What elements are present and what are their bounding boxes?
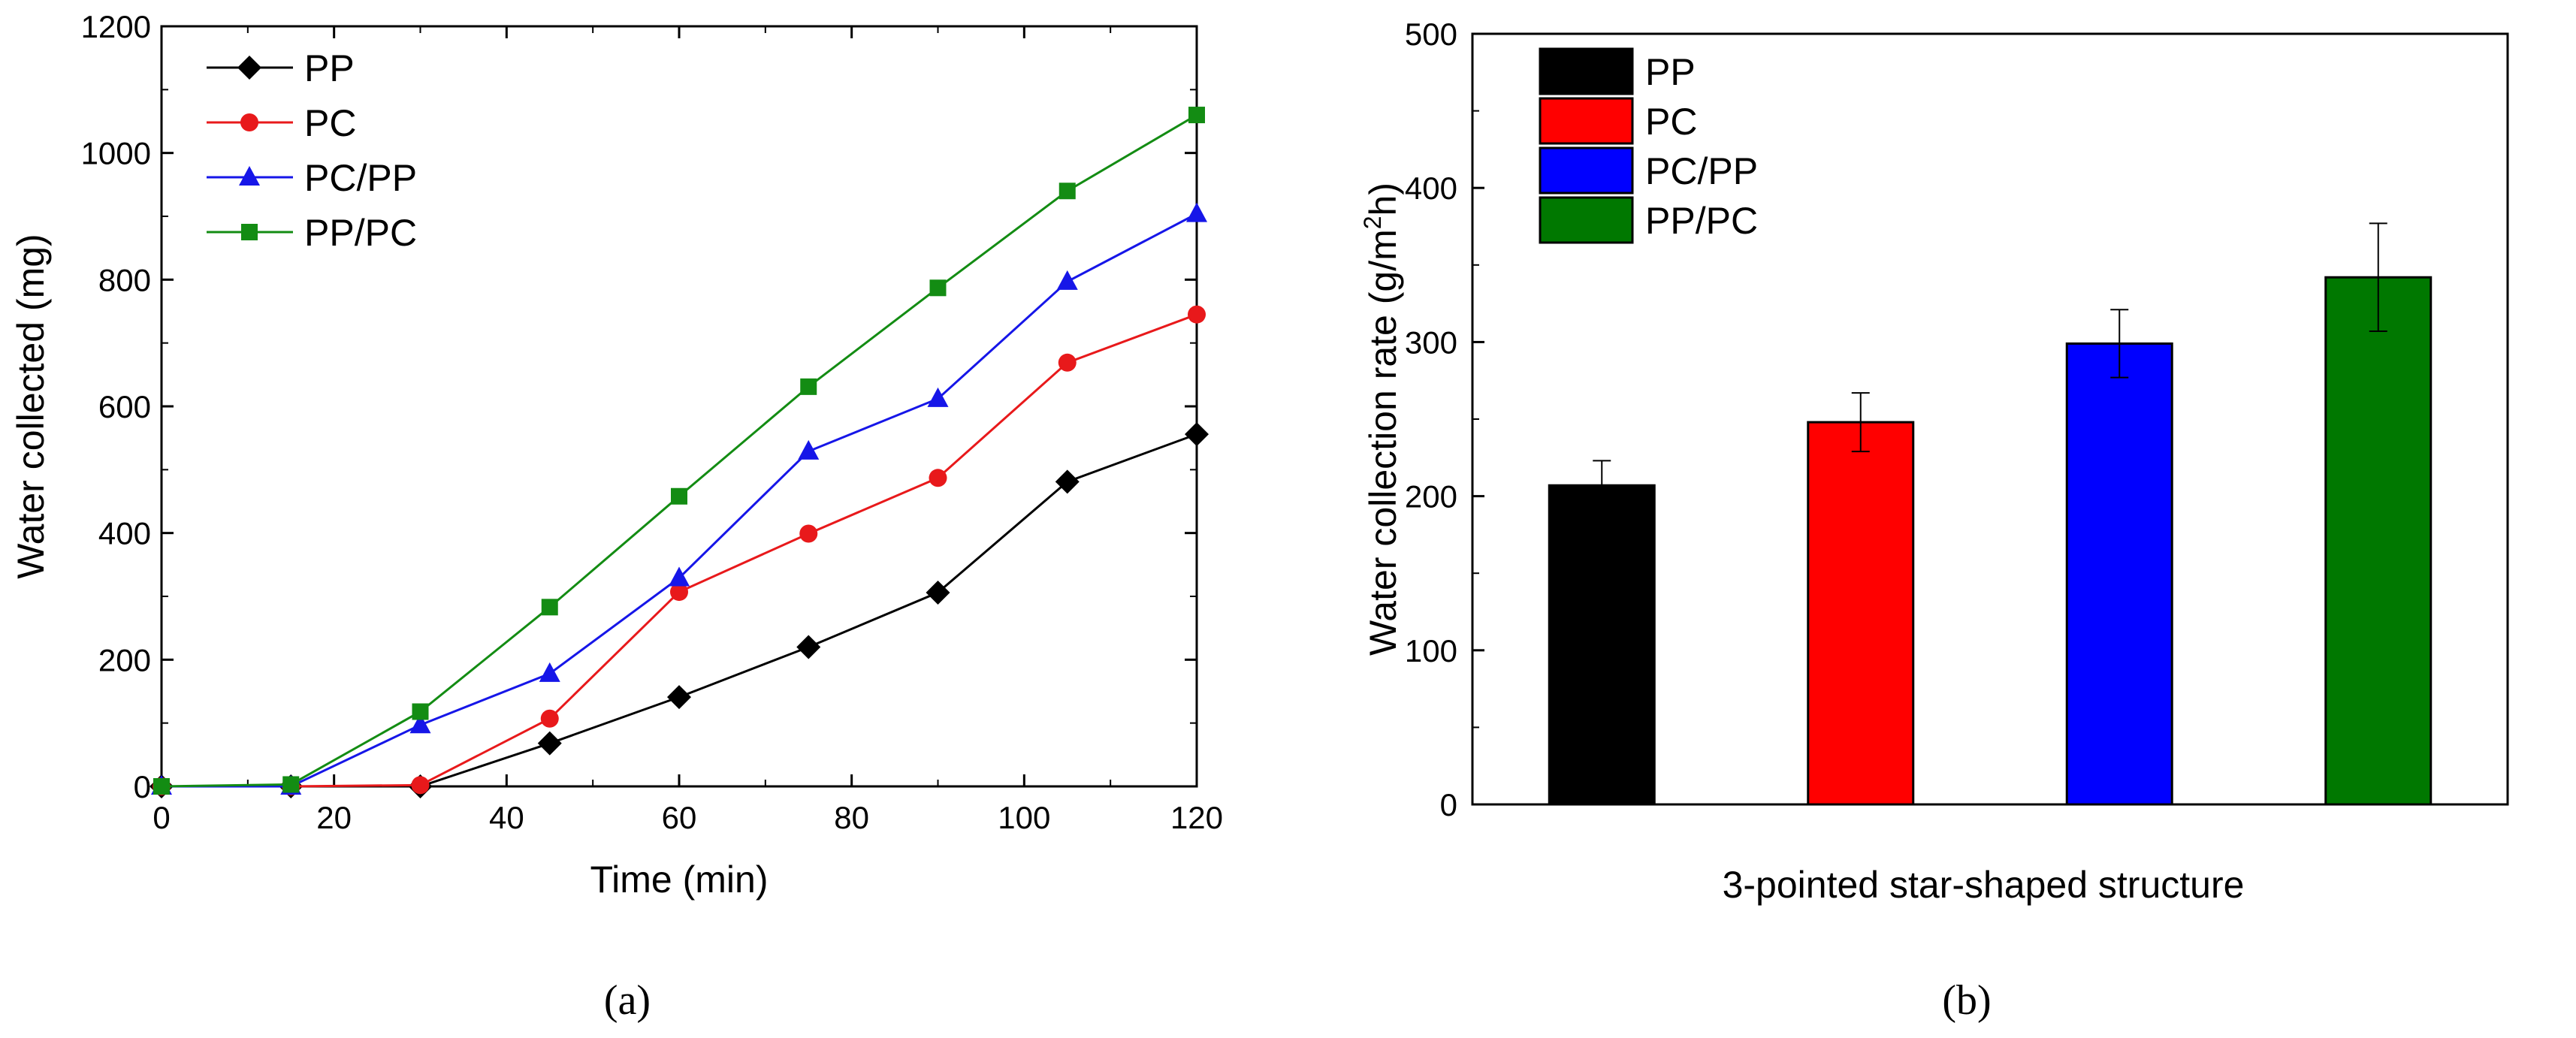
data-point-pp — [537, 731, 562, 756]
data-point-pp — [796, 635, 821, 659]
panel-a-x-tick-label: 0 — [153, 800, 170, 835]
legend-label-pp: PP — [304, 47, 355, 89]
legend-label-pp: PP — [1645, 51, 1696, 93]
legend-swatch-pp-pc — [1539, 196, 1634, 244]
data-point-pc — [1058, 353, 1077, 372]
data-point-pp-pc — [1058, 183, 1076, 200]
data-point-pp — [1055, 469, 1080, 494]
panel-b-y-tick-label: 300 — [1405, 324, 1457, 360]
panel-a-y-tick-label: 0 — [134, 769, 151, 804]
legend-swatch-pc — [1539, 97, 1634, 145]
panel-a-y-tick-label: 200 — [98, 642, 151, 677]
data-point-pp-pc — [800, 378, 817, 395]
series-line-pp — [162, 433, 1197, 788]
panel-b-y-axis-label-main: Water collection rate (g/m — [1362, 229, 1404, 656]
data-point-pp — [667, 685, 691, 710]
legend-label-pp-pc: PP/PC — [304, 212, 417, 254]
panel-b-y-tick-label: 200 — [1405, 479, 1457, 514]
data-point-pp-pc — [929, 279, 947, 297]
panel-a-y-tick-label: 1000 — [81, 136, 151, 171]
panel-a-x-tick-label: 60 — [662, 800, 697, 835]
legend-label-pc-pp: PC/PP — [1645, 150, 1758, 192]
panel-b-y-axis-label: Water collection rate (g/m2h) — [1359, 183, 1404, 656]
panel-a-y-tick-label: 1200 — [81, 9, 151, 44]
data-point-pc-pp — [798, 439, 820, 460]
data-point-pc-pp — [1186, 202, 1207, 222]
legend-swatch-pc-pp — [1539, 146, 1634, 195]
panel-a-x-tick-label: 120 — [1170, 800, 1223, 835]
data-point-pc — [670, 583, 688, 602]
panel-a-legend: PP PC PC/PP PP/PC — [207, 47, 417, 254]
panel-a-x-tick-label: 20 — [316, 800, 352, 835]
series-line-pc — [162, 313, 1197, 788]
data-point-pc — [1188, 305, 1206, 324]
legend-swatch-pp — [1539, 47, 1634, 95]
data-point-pc — [411, 776, 430, 795]
data-point-pp — [926, 580, 950, 605]
panel-b-y-tick-label: 100 — [1405, 633, 1457, 668]
panel-b-y-axis-label-superscript: 2 — [1359, 216, 1386, 229]
data-point-pp-pc — [671, 487, 687, 505]
data-point-pc-pp — [539, 662, 560, 682]
panel-a-y-tick-label: 400 — [98, 516, 151, 551]
panel-a-x-axis-label: Time (min) — [590, 858, 768, 901]
data-point-pp-pc — [412, 703, 429, 720]
panel-a-label: (a) — [604, 977, 651, 1024]
panel-b-y-axis-label-end: h) — [1362, 183, 1404, 216]
data-point-pc-pp — [669, 566, 690, 587]
panel-a-x-tick-label: 80 — [834, 800, 869, 835]
bar-pc — [1807, 421, 1915, 806]
panel-a-y-tick-label: 600 — [98, 389, 151, 424]
panel-b-y-tick-label: 500 — [1405, 17, 1457, 52]
panel-b-y-tick-label: 400 — [1405, 170, 1457, 206]
legend-label-pc: PC — [1645, 101, 1697, 143]
legend-label-pc: PC — [304, 102, 356, 144]
panel-b-legend: PP PC PC/PP PP/PC — [1539, 47, 1758, 244]
panel-b-y-tick-label: 0 — [1440, 787, 1457, 822]
data-point-pc-pp — [409, 714, 431, 734]
data-point-pp — [1185, 422, 1209, 447]
legend-marker-pp — [237, 56, 261, 80]
data-point-pp-pc — [1188, 107, 1205, 124]
data-point-pc — [799, 524, 818, 543]
legend-label-pc-pp: PC/PP — [304, 157, 417, 199]
panel-a-y-tick-label: 800 — [98, 262, 151, 297]
panel-b-bars — [1548, 222, 2433, 806]
data-point-pc-pp — [927, 387, 949, 407]
bar-pc-pp — [2065, 342, 2173, 806]
panel-a-y-axis-label: Water collected (mg) — [10, 234, 52, 578]
legend-marker-pp-pc — [241, 224, 258, 240]
panel-b-x-axis-label: 3-pointed star-shaped structure — [1723, 864, 2245, 906]
panel-b-ticks: 0 100 200 300 400 500 — [1405, 17, 1484, 822]
legend-marker-pc — [240, 113, 258, 131]
legend-marker-pc-pp — [239, 166, 260, 186]
data-point-pp-pc — [541, 599, 558, 616]
panel-a-x-tick-label: 40 — [489, 800, 524, 835]
data-point-pp-pc — [282, 776, 300, 793]
panel-b-label: (b) — [1942, 977, 1991, 1024]
panel-a-x-tick-label: 100 — [998, 800, 1050, 835]
legend-label-pp-pc: PP/PC — [1645, 200, 1758, 242]
data-point-pc — [540, 709, 559, 728]
data-point-pc-pp — [1056, 270, 1078, 290]
panel-a-series — [149, 107, 1209, 798]
data-point-pp-pc — [153, 778, 170, 795]
bar-pp-pc — [2324, 276, 2433, 806]
panel-b-bar-chart: 0 100 200 300 400 500 PP PC PC/PP PP/PC 3-pointe… — [1359, 17, 2509, 1024]
data-point-pc — [929, 469, 947, 487]
bar-pp — [1548, 484, 1656, 806]
